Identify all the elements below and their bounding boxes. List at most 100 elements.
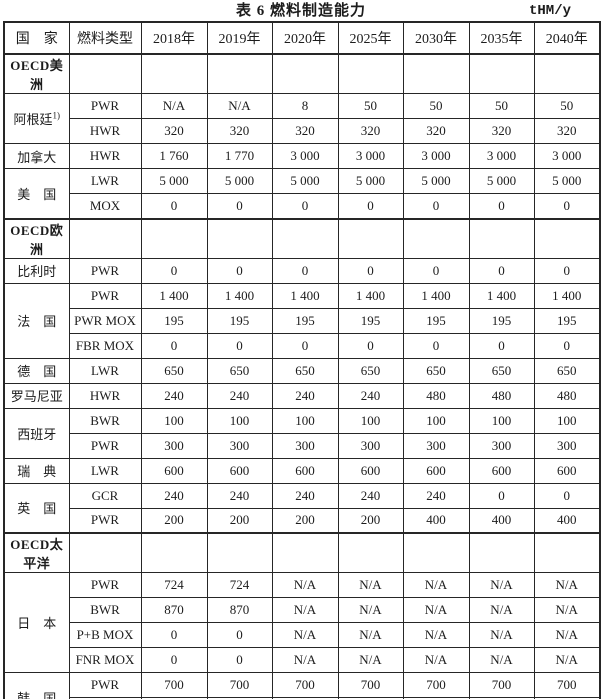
- data-row: HWR 320 320 320 320 320 320 320: [4, 118, 601, 144]
- value-cell: 0: [206, 332, 273, 359]
- value-cell: 480: [533, 382, 601, 409]
- section-empty-cell: [68, 217, 142, 259]
- country-cell: 阿根廷1): [3, 93, 70, 144]
- value-cell: 195: [271, 307, 339, 334]
- data-row: 比利时 PWR 0 0 0 0 0 0 0: [3, 257, 601, 284]
- table-body: OECD美洲 阿根廷1) PWR N/A N/A 8 50 50 50 50 HWR 320 320 32…: [3, 53, 601, 699]
- value-cell: 0: [533, 332, 601, 359]
- fuel-type-cell: LWR: [68, 168, 142, 194]
- value-cell: 400: [402, 507, 470, 534]
- section-empty-cell: [468, 53, 535, 94]
- value-cell: 700: [206, 672, 273, 698]
- section-empty-cell: [337, 53, 404, 94]
- value-cell: N/A: [271, 622, 339, 648]
- section-empty-cell: [533, 217, 601, 259]
- value-cell: 320: [206, 118, 273, 144]
- value-cell: 5 000: [337, 168, 404, 194]
- table-caption-bar: 表 6 燃料制造能力 tHM/y: [3, 1, 599, 21]
- value-cell: N/A: [533, 647, 601, 673]
- value-cell: 400: [468, 507, 535, 534]
- value-cell: N/A: [271, 647, 339, 673]
- country-cell: 法 国: [3, 282, 70, 359]
- section-empty-cell: [68, 53, 142, 94]
- value-cell: 100: [337, 407, 404, 434]
- value-cell: N/A: [468, 647, 535, 673]
- value-cell: 0: [337, 332, 404, 359]
- value-cell: 240: [206, 382, 273, 409]
- value-cell: 650: [533, 357, 601, 384]
- value-cell: 0: [533, 193, 601, 219]
- country-cell: 西班牙: [3, 407, 70, 459]
- value-cell: 240: [337, 382, 404, 409]
- fuel-type-cell: GCR: [68, 482, 142, 509]
- value-cell: N/A: [533, 597, 601, 623]
- value-cell: 0: [337, 257, 404, 284]
- country-cell: 瑞 典: [3, 457, 70, 484]
- fuel-type-cell: FBR MOX: [68, 332, 142, 359]
- value-cell: N/A: [533, 697, 601, 699]
- value-cell: N/A: [337, 647, 404, 673]
- value-cell: 320: [271, 118, 339, 144]
- value-cell: 300: [206, 432, 273, 459]
- data-row: 加拿大 HWR 1 760 1 770 3 000 3 000 3 000 3 000 3 00…: [3, 143, 601, 169]
- value-cell: 200: [206, 507, 273, 534]
- value-cell: N/A: [271, 597, 339, 623]
- fuel-fabrication-capacity-table: 国 家燃料类型 2018年 2019年 2020年 2025年 2030年 2035年 204…: [3, 21, 601, 699]
- data-row: 英 国 GCR 240 240 240 240 240 0 0: [3, 482, 601, 534]
- value-cell: 650: [468, 357, 535, 384]
- value-cell: 3 000: [533, 143, 601, 169]
- section-empty-cell: [206, 53, 273, 94]
- value-cell: 0: [140, 647, 208, 673]
- fuel-type-cell: PWR: [68, 572, 142, 598]
- value-cell: 0: [271, 332, 339, 359]
- value-cell: 3 000: [402, 143, 470, 169]
- data-row: 美 国 LWR 5 000 5 000 5 000 5 000 5 000 5 000 5 00…: [3, 168, 601, 219]
- column-header-1: 燃料类型: [68, 21, 142, 55]
- value-cell: 600: [271, 457, 339, 484]
- value-cell: 300: [337, 432, 404, 459]
- section-empty-cell: [468, 217, 535, 259]
- value-cell: 100: [206, 407, 273, 434]
- column-header-0: 国 家: [3, 21, 70, 55]
- data-row: 阿根廷1) PWR N/A N/A 8 50 50 50 50: [3, 93, 601, 144]
- value-cell: 0: [402, 257, 470, 284]
- value-cell: 0: [140, 332, 208, 359]
- value-cell: 240: [140, 382, 208, 409]
- value-cell: 1 400: [140, 282, 208, 309]
- section-empty-cell: [140, 532, 208, 573]
- section-empty-cell: [402, 217, 470, 259]
- value-cell: 1 400: [206, 282, 273, 309]
- column-header-3: 2019年: [206, 21, 273, 55]
- value-cell: 0: [271, 257, 339, 284]
- data-row: 韩 国 PWR 700 700 700 700 700 700 700: [3, 672, 601, 699]
- value-cell: 650: [337, 357, 404, 384]
- value-cell: 300: [271, 432, 339, 459]
- value-cell: 650: [271, 357, 339, 384]
- value-cell: N/A: [533, 572, 601, 598]
- value-cell: N/A: [468, 572, 535, 598]
- value-cell: N/A: [337, 622, 404, 648]
- value-cell: 0: [468, 193, 535, 219]
- fuel-type-cell: FNR MOX: [68, 647, 142, 673]
- data-row: FNR MOX 0 0 N/A N/A N/A N/A N/A: [4, 647, 601, 673]
- fuel-type-cell: PWR: [68, 93, 142, 119]
- section-row: OECD太平洋: [3, 532, 601, 573]
- value-cell: 200: [140, 507, 208, 534]
- value-cell: 5 000: [271, 168, 339, 194]
- value-cell: 870: [206, 597, 273, 623]
- fuel-type-cell: BWR: [68, 597, 142, 623]
- value-cell: 50: [533, 93, 601, 119]
- country-cell: 英 国: [3, 482, 70, 534]
- country-cell: 韩 国: [3, 672, 70, 699]
- value-cell: 0: [206, 257, 273, 284]
- value-cell: 300: [468, 432, 535, 459]
- fuel-type-cell: HWR: [68, 143, 142, 169]
- section-empty-cell: [68, 532, 142, 573]
- column-header-5: 2025年: [337, 21, 404, 55]
- value-cell: N/A: [468, 597, 535, 623]
- value-cell: N/A: [337, 572, 404, 598]
- footnote-marker: 1): [52, 110, 61, 121]
- fuel-type-cell: PWR: [68, 257, 142, 284]
- section-empty-cell: [533, 532, 601, 573]
- value-cell: 0: [271, 193, 339, 219]
